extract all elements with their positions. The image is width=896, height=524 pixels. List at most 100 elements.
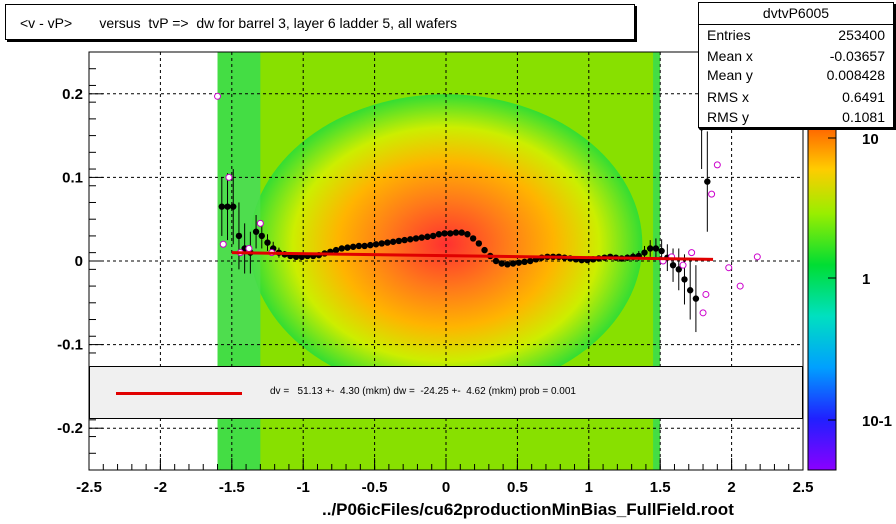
profile-point <box>412 235 420 242</box>
profile-point <box>264 239 271 246</box>
profile-point <box>652 245 660 252</box>
x-tick-label: 0.5 <box>507 479 528 496</box>
stats-label: Entries <box>707 27 751 43</box>
open-profile-point <box>702 290 710 298</box>
open-profile-point <box>256 219 264 227</box>
profile-point <box>338 245 345 252</box>
profile-point <box>429 232 437 240</box>
stats-label: RMS y <box>707 109 749 125</box>
profile-point <box>498 260 505 267</box>
profile-point <box>492 257 500 265</box>
profile-point <box>515 259 523 266</box>
x-tick-label: 1 <box>585 479 593 496</box>
profile-point <box>521 258 528 266</box>
profile-point <box>372 241 380 248</box>
stats-row: Mean x -0.03657 <box>707 48 885 68</box>
stats-label: Mean x <box>707 48 753 64</box>
profile-point <box>292 253 300 261</box>
z-tick-label: 1 <box>862 271 870 288</box>
open-profile-point <box>708 190 716 198</box>
profile-point <box>692 295 700 302</box>
y-tick-label: -0.1 <box>57 337 83 354</box>
stats-value: 253400 <box>838 27 885 43</box>
y-tick-label: 0.1 <box>62 169 83 186</box>
x-tick-label: -2 <box>154 479 167 496</box>
fit-legend: dv = 51.13 +- 4.30 (mkm) dw = -24.25 +- … <box>89 366 803 419</box>
z-color-bar <box>807 127 837 471</box>
title-box: <v - vP> versus tvP => dw for barrel 3, … <box>5 4 635 40</box>
profile-point <box>686 287 694 294</box>
legend-fit-text: dv = 51.13 +- 4.30 (mkm) dw = -24.25 +- … <box>270 386 576 397</box>
profile-point <box>641 249 648 256</box>
stats-row: Mean y 0.008428 <box>707 67 885 87</box>
x-tick-label: 2 <box>727 479 735 496</box>
profile-point <box>424 233 431 240</box>
profile-point <box>418 234 425 241</box>
profile-point <box>435 231 443 238</box>
z-tick-label: 10-1 <box>862 413 892 430</box>
open-profile-point <box>245 244 253 252</box>
profile-point <box>344 244 351 251</box>
x-axis-title: ../P06icFiles/cu62productionMinBias_Full… <box>322 500 734 519</box>
profile-point <box>441 230 448 237</box>
chart-title: <v - vP> versus tvP => dw for barrel 3, … <box>20 15 458 31</box>
stats-value: 0.6491 <box>842 89 885 105</box>
profile-point <box>349 243 357 250</box>
profile-point <box>475 240 483 247</box>
open-profile-point <box>736 282 744 290</box>
profile-point <box>230 203 237 210</box>
x-tick-label: -1.5 <box>219 479 245 496</box>
legend-line-sample <box>116 392 242 395</box>
x-tick-label: 1.5 <box>650 479 671 496</box>
stats-value: 0.1081 <box>842 109 885 125</box>
open-profile-point <box>753 253 761 261</box>
stats-value: 0.008428 <box>826 67 885 83</box>
profile-point <box>218 203 226 210</box>
x-tick-label: -1 <box>297 479 310 496</box>
open-profile-point <box>679 261 687 269</box>
x-tick-label: 2.5 <box>793 479 814 496</box>
profile-point <box>509 260 517 267</box>
open-profile-point <box>219 240 227 248</box>
open-profile-point <box>688 249 696 257</box>
fit-line <box>231 251 714 261</box>
open-profile-point <box>225 173 233 181</box>
profile-point <box>469 235 477 242</box>
profile-point <box>464 231 471 238</box>
x-tick-label: -2.5 <box>76 479 102 496</box>
profile-point <box>252 228 260 235</box>
profile-point <box>298 253 305 261</box>
stats-row: Entries 253400 <box>707 27 885 47</box>
profile-point <box>504 261 511 268</box>
stats-name: dvtvP6005 <box>699 3 893 25</box>
stats-box: dvtvP6005 Entries 253400 Mean x -0.03657… <box>698 2 894 128</box>
profile-point <box>681 276 688 283</box>
profile-point <box>452 229 460 236</box>
y-tick-label: 0 <box>75 253 83 270</box>
profile-point <box>224 203 231 210</box>
y-tick-label: 0.2 <box>62 86 83 103</box>
x-tick-label: 0 <box>442 479 450 496</box>
open-profile-point <box>699 309 707 317</box>
profile-point <box>704 178 711 185</box>
profile-point <box>447 230 454 237</box>
profile-point <box>395 237 403 245</box>
stats-label: RMS x <box>707 89 749 105</box>
profile-point <box>332 246 340 254</box>
y-tick-label: -0.2 <box>57 420 83 437</box>
profile-point <box>258 232 265 240</box>
profile-point <box>355 242 363 250</box>
profile-point <box>481 246 488 254</box>
profile-point <box>361 242 368 250</box>
profile-point <box>389 238 397 245</box>
open-profile-point <box>725 264 733 272</box>
stats-value: -0.03657 <box>829 48 885 64</box>
profile-point <box>378 240 385 247</box>
stats-row: RMS x 0.6491 <box>707 89 885 109</box>
profile-point <box>235 232 243 240</box>
profile-point <box>384 239 391 246</box>
profile-point <box>647 245 654 252</box>
x-tick-label: -0.5 <box>362 479 388 496</box>
stats-label: Mean y <box>707 67 753 83</box>
profile-point <box>407 236 414 243</box>
